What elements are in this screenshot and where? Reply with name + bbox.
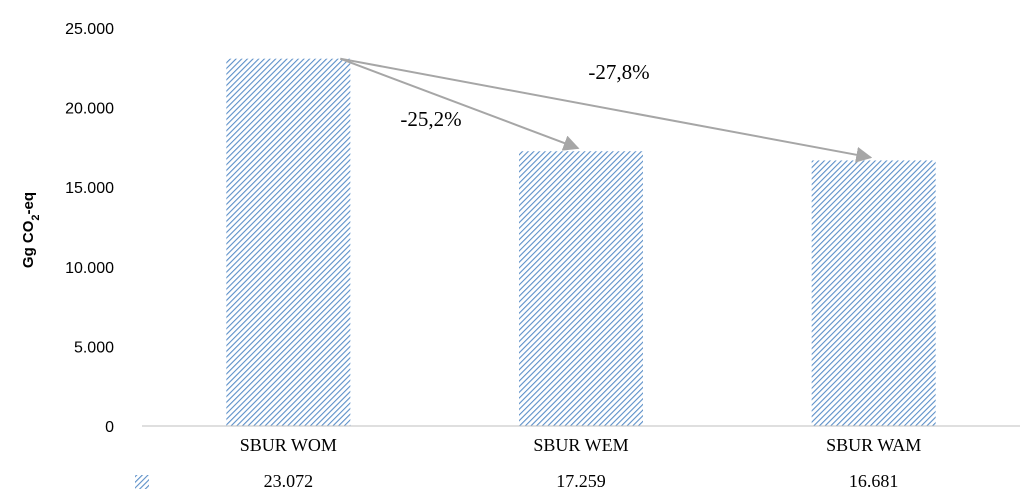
change-arrows: -25,2% -27,8%: [339, 57, 873, 163]
y-tick-label: 25.000: [65, 21, 114, 38]
y-axis-ticks: 0 5.000 10.000 15.000 20.000 25.000: [65, 21, 114, 436]
bar: [811, 160, 936, 426]
category-labels: SBUR WOM SBUR WEM SBUR WAM: [240, 435, 922, 455]
bar: [226, 58, 351, 427]
legend-swatch: [135, 475, 149, 489]
change-annotation: -27,8%: [588, 60, 649, 84]
data-table-value: 16.681: [849, 471, 899, 491]
bar: [519, 151, 643, 426]
y-axis-label-subscript: 2: [30, 214, 42, 220]
category-label: SBUR WAM: [826, 435, 921, 455]
y-tick-label: 5.000: [74, 339, 114, 356]
data-table-value: 17.259: [556, 471, 606, 491]
y-tick-label: 10.000: [65, 260, 114, 277]
data-table-value: 23.072: [264, 471, 314, 491]
change-arrow: [340, 57, 873, 163]
change-arrow: [339, 57, 580, 151]
bars: [226, 58, 936, 427]
y-tick-label: 20.000: [65, 101, 114, 118]
legend-key: [135, 475, 149, 489]
y-axis-label-main: Gg CO: [20, 220, 37, 268]
change-annotation: -25,2%: [400, 107, 461, 131]
category-label: SBUR WOM: [240, 435, 337, 455]
y-tick-label: 15.000: [65, 180, 114, 197]
y-axis-label-suffix: -eq: [20, 192, 37, 215]
category-label: SBUR WEM: [533, 435, 628, 455]
y-axis-label: Gg CO2-eq: [20, 192, 42, 268]
y-tick-label: 0: [105, 419, 114, 436]
data-table-values: 23.072 17.259 16.681: [264, 471, 899, 491]
